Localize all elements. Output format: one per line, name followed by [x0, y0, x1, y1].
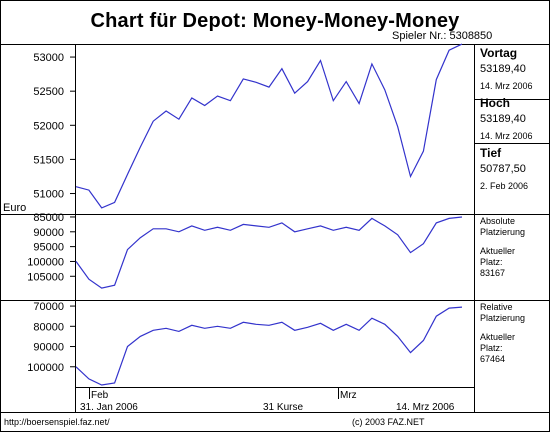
y-tick-label: 51000	[33, 189, 64, 201]
stat-vortag-label: Vortag	[480, 46, 518, 60]
absolute-rank-chart: 85000 90000 95000 100000 105000	[27, 212, 463, 289]
rank-abs-box: Absolute Platzierung Aktueller Platz: 83…	[480, 216, 525, 279]
page-title: Chart für Depot: Money-Money-Money	[90, 10, 460, 32]
footer-copyright: (c) 2003 FAZ.NET	[352, 417, 425, 427]
rank-abs-value: 83167	[480, 268, 506, 278]
series-line	[75, 306, 463, 386]
y-tick-label: 52000	[33, 120, 64, 132]
quote-count-label: 31 Kurse	[263, 402, 303, 413]
y-tick-label: 70000	[33, 301, 64, 313]
y-tick-label: 105000	[27, 271, 64, 283]
depot-value-chart: 51000 51500 52000 52500 53000	[33, 43, 463, 209]
footer-url: http://boersenspiel.faz.net/	[4, 417, 110, 427]
rank-abs-label-2: Platzierung	[480, 227, 526, 237]
stat-vortag: Vortag 53189,40 14. Mrz 2006	[480, 47, 533, 93]
rank-abs-current-1: Aktueller	[480, 246, 516, 256]
rank-abs-current-2: Platz:	[480, 257, 503, 267]
rank-abs-label-1: Absolute	[480, 216, 516, 226]
stat-hoch-value: 53189,40	[480, 113, 526, 125]
stat-hoch-date: 14. Mrz 2006	[480, 131, 533, 141]
y-tick-label: 52500	[33, 86, 64, 98]
rank-rel-value: 67464	[480, 354, 506, 364]
start-date-label: 31. Jan 2006	[80, 402, 138, 413]
stat-tief: Tief 50787,50 2. Feb 2006	[480, 147, 528, 193]
y-tick-label: 90000	[33, 342, 64, 354]
stat-tief-label: Tief	[480, 146, 502, 160]
rank-rel-current-1: Aktueller	[480, 332, 516, 342]
rank-rel-box: Relative Platzierung Aktueller Platz: 67…	[480, 302, 525, 365]
player-number: Spieler Nr.: 5308850	[392, 30, 493, 42]
series-line	[75, 216, 463, 289]
y-tick-label: 100000	[27, 256, 64, 268]
series-line	[75, 43, 463, 209]
y-tick-label: 53000	[33, 52, 64, 64]
stat-hoch-label: Hoch	[480, 96, 510, 110]
y-tick-label: 80000	[33, 321, 64, 333]
rank-rel-label-2: Platzierung	[480, 313, 526, 323]
y-tick-label: 100000	[27, 362, 64, 374]
end-date-label: 14. Mrz 2006	[396, 402, 455, 413]
y-tick-label: 95000	[33, 242, 64, 254]
y-tick-label: 51500	[33, 154, 64, 166]
x-month-label-mrz: Mrz	[340, 390, 357, 401]
stat-hoch: Hoch 53189,40 14. Mrz 2006	[480, 97, 533, 143]
stat-vortag-date: 14. Mrz 2006	[480, 81, 533, 91]
relative-rank-chart: 70000 80000 90000 100000	[27, 301, 463, 386]
rank-rel-label-1: Relative	[480, 302, 513, 312]
x-month-label-feb: Feb	[91, 390, 109, 401]
y-tick-label: 90000	[33, 227, 64, 239]
rank-rel-current-2: Platz:	[480, 343, 503, 353]
stat-tief-date: 2. Feb 2006	[480, 181, 529, 191]
stat-vortag-value: 53189,40	[480, 63, 526, 75]
y-axis-label: Euro	[3, 202, 26, 214]
y-tick-label: 85000	[33, 212, 64, 224]
stat-tief-value: 50787,50	[480, 163, 526, 175]
